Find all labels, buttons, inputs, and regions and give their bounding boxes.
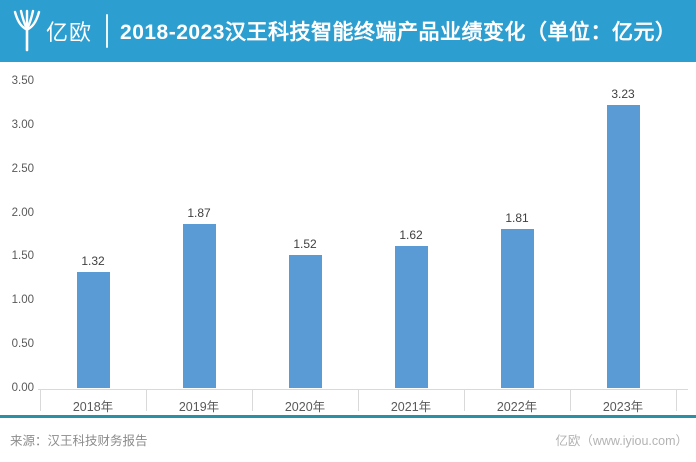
x-axis-tick-mark	[146, 389, 147, 411]
bar-2020年	[288, 254, 322, 388]
header-divider	[106, 14, 109, 48]
iyiou-sheaf-icon	[13, 9, 41, 52]
x-axis-tick-mark	[464, 389, 465, 411]
x-axis-category-label: 2020年	[284, 400, 326, 414]
x-axis-category-label: 2019年	[178, 400, 220, 414]
header-banner: 亿欧 2018-2023汉王科技智能终端产品业绩变化（单位：亿元）	[0, 0, 696, 62]
y-axis-tick-label: 1.50	[11, 250, 34, 263]
bar-2021年	[394, 245, 428, 388]
y-axis-tick-label: 2.00	[11, 206, 34, 219]
bar-chart: 0.00 0.50 1.00 1.50 2.00 2.50 3.00 3.50 1.32 2018…	[0, 62, 696, 418]
x-axis-category-label: 2021年	[390, 400, 432, 414]
x-axis-category-label: 2022年	[496, 400, 538, 414]
x-axis-category-label: 2018年	[72, 400, 114, 414]
brand-note: 亿欧（www.iyiou.com）	[555, 434, 688, 448]
footer-divider-line	[0, 415, 696, 418]
x-axis-tick-mark	[358, 389, 359, 411]
source-note: 来源：汉王科技财务报告	[10, 434, 148, 448]
y-axis-tick-label: 2.50	[11, 162, 34, 175]
bar-value-label: 1.87	[187, 205, 211, 220]
x-axis-tick-mark	[252, 389, 253, 411]
bar-value-label: 1.81	[505, 211, 529, 226]
iyiou-logo-text: 亿欧	[46, 20, 93, 45]
y-axis-tick-label: 0.00	[11, 382, 34, 394]
x-axis-line	[38, 389, 688, 390]
bar-2018年	[76, 272, 110, 388]
chart-title: 2018-2023汉王科技智能终端产品业绩变化（单位：亿元）	[120, 21, 677, 44]
y-axis-tick-label: 3.50	[11, 75, 34, 87]
bar-value-label: 1.52	[293, 236, 317, 251]
bar-value-label: 3.23	[611, 86, 635, 101]
bar-2023年	[606, 104, 640, 388]
bar-value-label: 1.62	[399, 227, 423, 242]
x-axis-tick-mark	[676, 389, 677, 411]
x-axis-category-label: 2023年	[602, 400, 644, 414]
bar-value-label: 1.32	[81, 254, 105, 269]
y-axis-tick-label: 0.50	[11, 338, 34, 351]
y-axis-tick-label: 1.00	[11, 294, 34, 307]
iyiou-logo: 亿欧	[12, 9, 92, 53]
x-axis-tick-mark	[570, 389, 571, 411]
bar-2022年	[500, 229, 534, 388]
x-axis-tick-mark	[40, 389, 41, 411]
y-axis-tick-label: 3.00	[11, 118, 34, 131]
bar-2019年	[182, 223, 216, 388]
